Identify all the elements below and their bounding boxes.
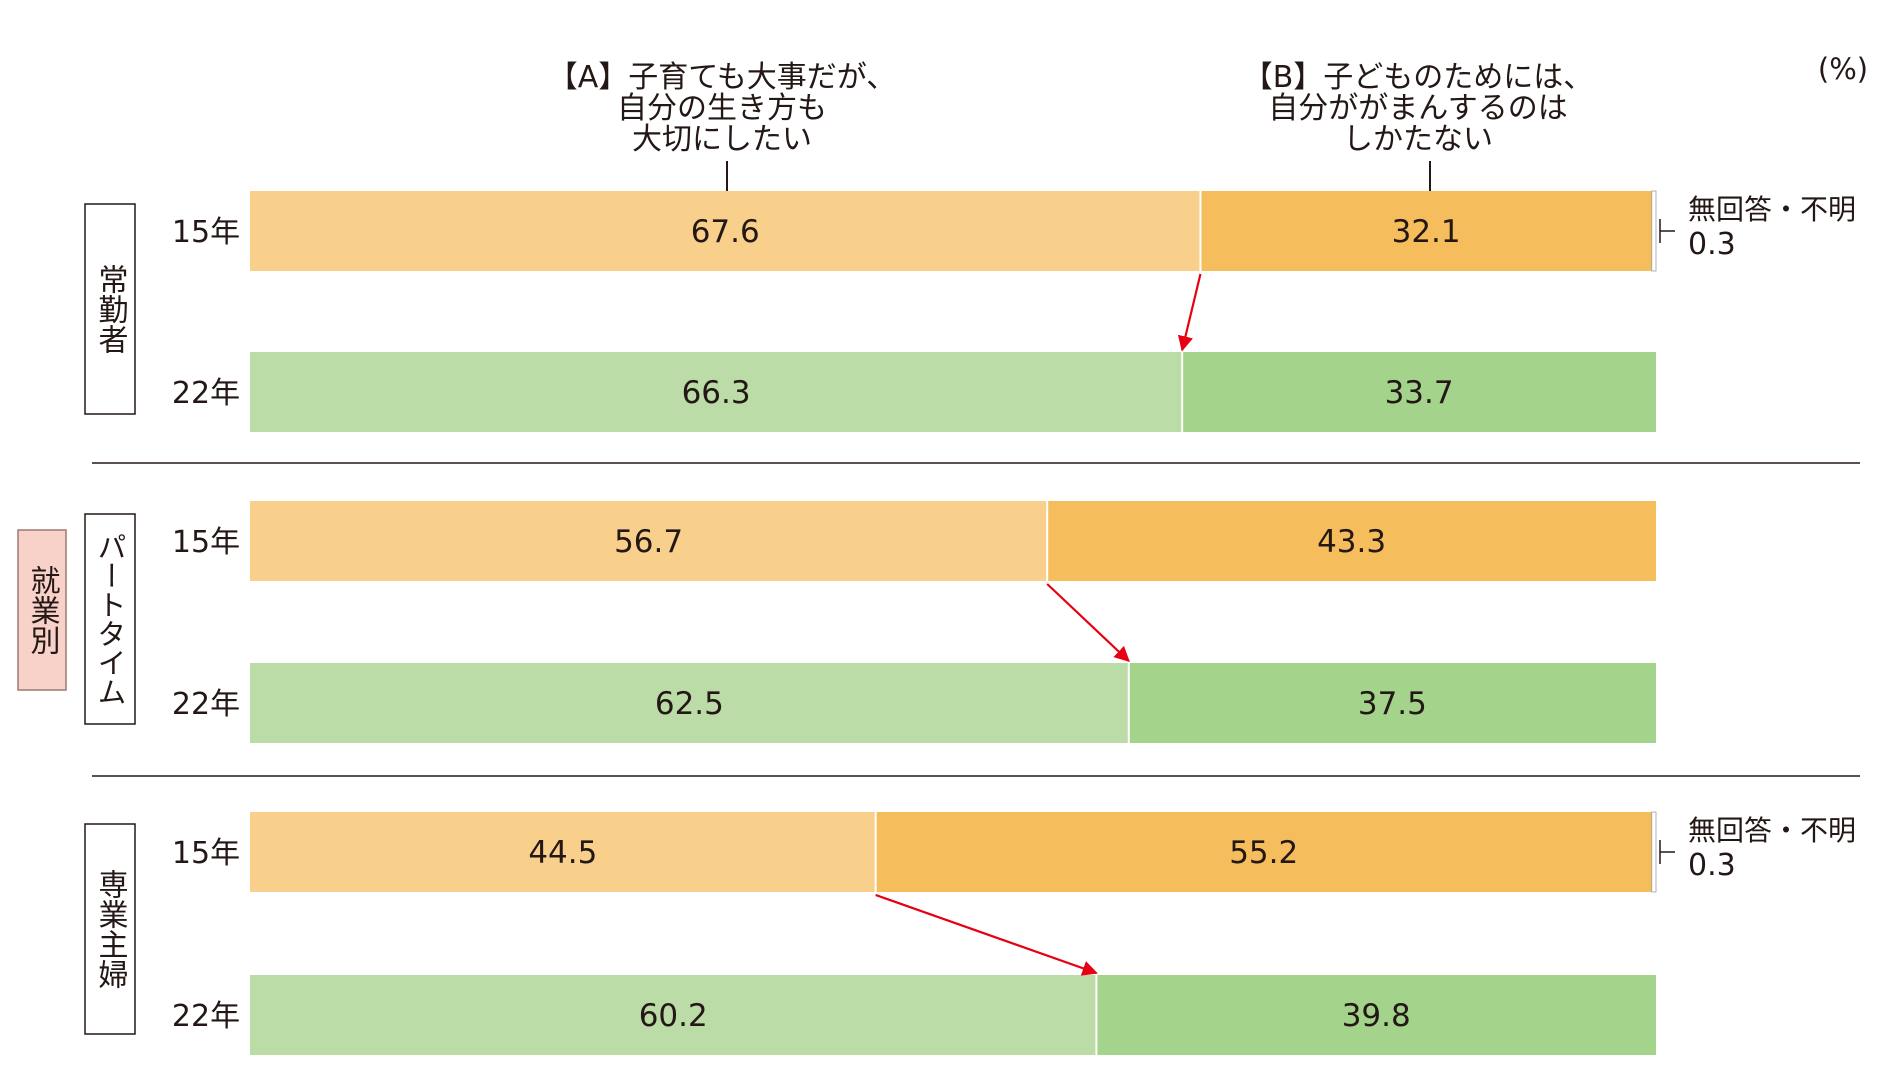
bar-b-parttime-22 (1128, 663, 1656, 743)
value-label-b-fulltime-22: 33.7 (1385, 375, 1454, 411)
na-value-fulltime-15: 0.3 (1688, 227, 1736, 262)
bar-na-fulltime-15 (1651, 190, 1657, 272)
value-label-a-fulltime-15: 67.6 (691, 214, 760, 250)
group-box-fulltime-frame (84, 203, 136, 415)
bar-a-housewife-15 (250, 812, 876, 892)
value-label-a-fulltime-22: 66.3 (682, 375, 751, 411)
value-label-a-housewife-22: 60.2 (639, 998, 708, 1034)
series-a-header-line-2: 自分の生き方も (617, 91, 827, 126)
change-arrow-parttime (1046, 583, 1130, 663)
value-label-a-parttime-15: 56.7 (614, 524, 683, 560)
arrows-layer (875, 273, 1202, 976)
year-label-parttime-22: 22年 (172, 687, 240, 722)
na-label-fulltime-15: 無回答・不明 (1688, 193, 1856, 226)
bar-b-housewife-15 (875, 812, 1652, 892)
series-a-header-line-1: 【A】子育ても大事だが、 (548, 60, 896, 95)
year-label-fulltime-22: 22年 (172, 376, 240, 411)
group-label-background (17, 529, 67, 691)
series-b-header: 【B】子どものためには、 自分ががまんするのは しかたない (1243, 60, 1594, 204)
group-box-fulltime-label: 常勤者 (93, 264, 129, 354)
na-label-housewife-15: 無回答・不明 (1688, 814, 1856, 847)
group-box-parttime-label: パートタイム (93, 532, 127, 706)
value-label-b-parttime-15: 43.3 (1317, 524, 1386, 560)
year-label-parttime-15: 15年 (172, 525, 240, 560)
bar-b-housewife-22 (1096, 975, 1656, 1055)
group-box-parttime-frame (84, 513, 136, 725)
series-b-header-line-2: 自分ががまんするのは (1268, 91, 1567, 126)
change-arrow-fulltime (1177, 273, 1202, 352)
group-box-housewife: 専業主婦 (84, 823, 136, 1035)
bar-b-fulltime-15 (1200, 191, 1652, 271)
year-label-housewife-22: 22年 (172, 999, 240, 1034)
bar-b-fulltime-22 (1182, 352, 1656, 432)
value-label-b-parttime-22: 37.5 (1358, 686, 1427, 722)
value-label-b-housewife-22: 39.8 (1342, 998, 1411, 1034)
series-b-header-line-3: しかたない (1343, 122, 1493, 157)
group-box-housewife-frame (84, 823, 136, 1035)
group-label-text: 就業別 (25, 565, 61, 655)
group-box-parttime: パートタイム (84, 513, 136, 725)
value-label-b-housewife-15: 55.2 (1229, 835, 1298, 871)
bar-a-parttime-22 (250, 663, 1129, 743)
series-a-header-line-3: 大切にしたい (632, 122, 812, 157)
bar-a-fulltime-22 (250, 352, 1183, 432)
series-b-header-line-1: 【B】子どものためには、 (1243, 60, 1594, 95)
bar-a-parttime-15 (250, 501, 1048, 581)
group-label-box: 就業別 (17, 529, 67, 691)
value-label-a-housewife-15: 44.5 (528, 835, 597, 871)
value-label-b-fulltime-15: 32.1 (1392, 214, 1461, 250)
bar-na-housewife-15 (1651, 811, 1657, 893)
bar-a-housewife-22 (250, 975, 1097, 1055)
group-box-fulltime: 常勤者 (84, 203, 136, 415)
bar-a-fulltime-15 (250, 191, 1201, 271)
na-value-housewife-15: 0.3 (1688, 848, 1736, 883)
change-arrow-housewife (875, 893, 1098, 976)
year-label-housewife-15: 15年 (172, 836, 240, 871)
bar-b-parttime-15 (1047, 501, 1656, 581)
year-label-fulltime-15: 15年 (172, 215, 240, 250)
group-box-housewife-label: 専業主婦 (93, 869, 129, 989)
series-a-header: 【A】子育ても大事だが、 自分の生き方も 大切にしたい (548, 60, 896, 204)
unit-label: (%) (1818, 52, 1868, 86)
value-label-a-parttime-22: 62.5 (655, 686, 724, 722)
